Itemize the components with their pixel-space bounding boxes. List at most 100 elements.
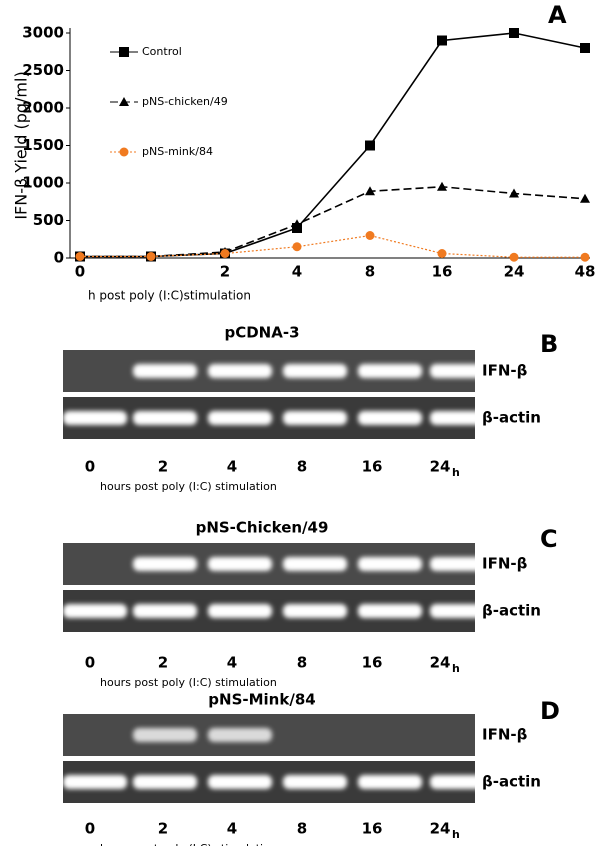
lane-label: 8 (297, 654, 307, 672)
gel-title: pCDNA-3 (224, 324, 299, 342)
x-tick-label: 2 (220, 263, 230, 281)
y-tick-label: 1500 (22, 136, 64, 154)
marker (292, 242, 302, 252)
lane-label: 4 (227, 654, 237, 672)
gel-band (133, 411, 197, 425)
marker (580, 252, 590, 262)
marker (509, 28, 519, 38)
gel-band (283, 557, 347, 571)
lane-label: 0 (85, 654, 95, 672)
lane-label: 24 (430, 458, 451, 476)
band-label: β-actin (482, 602, 541, 620)
gel-band (208, 411, 272, 425)
gel-band (63, 775, 127, 789)
x-tick-label: 24 (504, 263, 525, 281)
gel-band (430, 775, 494, 789)
band-label: β-actin (482, 409, 541, 427)
gel-band (430, 364, 494, 378)
marker (580, 193, 590, 203)
y-tick-label: 1000 (22, 174, 64, 192)
marker (365, 140, 375, 151)
gel-band (358, 557, 422, 571)
marker (580, 43, 590, 53)
y-tick-label: 0 (54, 249, 64, 267)
gel-xlabel: hours post poly (I:C) stimulation (100, 480, 277, 493)
gel-band (208, 364, 272, 378)
lane-label: 8 (297, 458, 307, 476)
gel-band (133, 775, 197, 789)
y-tick-label: 500 (33, 211, 64, 229)
marker (75, 252, 85, 261)
y-tick-label: 2000 (22, 99, 64, 117)
gel-band (133, 728, 197, 742)
gel-band (208, 604, 272, 618)
gel-band (133, 364, 197, 378)
lane-unit: h (452, 828, 460, 841)
band-label: IFN-β (482, 362, 528, 380)
lane-label: 2 (158, 458, 168, 476)
gel-band (133, 557, 197, 571)
marker (292, 219, 302, 229)
y-axis-title: IFN-β Yield (pg/ml) (12, 71, 31, 219)
gel-band (208, 775, 272, 789)
lane-unit: h (452, 466, 460, 479)
legend-label: pNS-chicken/49 (142, 95, 228, 108)
lane-label: 4 (227, 820, 237, 838)
gel-band (63, 604, 127, 618)
gel-xlabel: hours post poly (I:C) stimulation (100, 842, 277, 846)
gel-band (208, 557, 272, 571)
x-tick-label: 16 (432, 263, 453, 281)
x-tick-label: 48 (575, 263, 596, 281)
marker (437, 35, 447, 46)
gel-band (208, 728, 272, 742)
marker (509, 252, 519, 262)
y-tick-label: 2500 (22, 61, 64, 79)
gel-band (358, 775, 422, 789)
lane-label: 2 (158, 820, 168, 838)
gel-band (133, 604, 197, 618)
marker (365, 231, 375, 240)
lane-label: 0 (85, 458, 95, 476)
lane-label: 16 (362, 458, 383, 476)
x-tick-label: 4 (292, 263, 302, 281)
lane-label: 8 (297, 820, 307, 838)
lane-label: 16 (362, 654, 383, 672)
panel-label: C (540, 525, 558, 553)
gel-band (283, 364, 347, 378)
lane-label: 0 (85, 820, 95, 838)
gel-band (430, 411, 494, 425)
series-line (80, 234, 585, 258)
band-label: IFN-β (482, 555, 528, 573)
lane-label: 16 (362, 820, 383, 838)
gel-band (430, 604, 494, 618)
gel-band (283, 604, 347, 618)
gel-band (283, 775, 347, 789)
marker (509, 188, 519, 198)
lane-unit: h (452, 662, 460, 675)
series-line (80, 185, 586, 258)
gel-band (358, 411, 422, 425)
x-axis-title: h post poly (I:C)stimulation (88, 289, 251, 303)
gel-band (358, 604, 422, 618)
marker (119, 47, 129, 57)
marker (365, 186, 375, 196)
gel-band (358, 364, 422, 378)
series-line (80, 32, 586, 258)
gel-title: pNS-Mink/84 (208, 691, 315, 709)
marker (437, 249, 447, 258)
gel-band (430, 557, 494, 571)
marker (119, 147, 129, 157)
panel-label: A (548, 1, 567, 29)
x-tick-label: 0 (75, 263, 85, 281)
marker (220, 249, 230, 258)
marker (437, 181, 447, 191)
gel-band (63, 411, 127, 425)
lane-label: 4 (227, 458, 237, 476)
x-tick-label: 8 (365, 263, 375, 281)
lane-label: 2 (158, 654, 168, 672)
gel-title: pNS-Chicken/49 (196, 519, 329, 537)
marker (146, 252, 156, 261)
band-label: IFN-β (482, 726, 528, 744)
gel-xlabel: hours post poly (I:C) stimulation (100, 676, 277, 689)
